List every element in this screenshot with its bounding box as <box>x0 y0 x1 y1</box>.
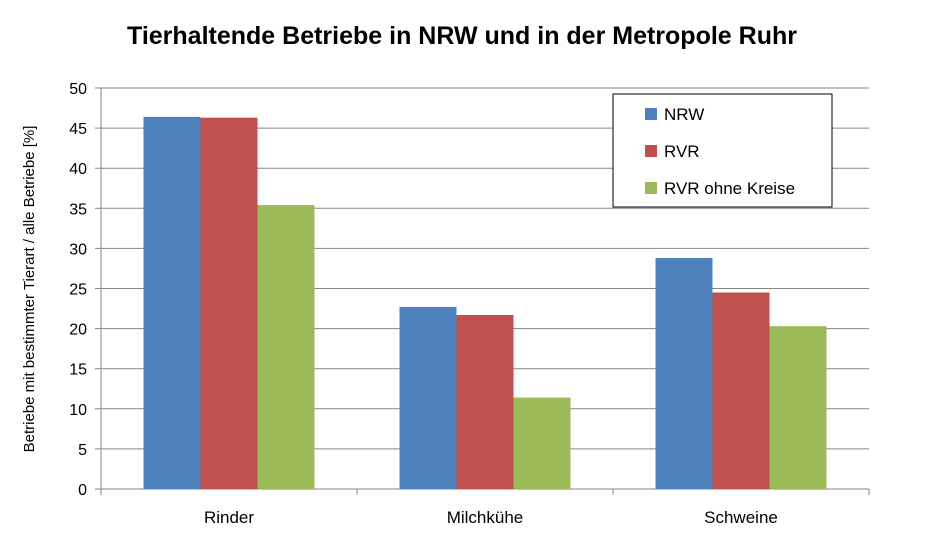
y-tick-labels: 0 5 10 15 20 25 30 35 40 45 50 <box>69 81 87 499</box>
legend-swatch <box>645 182 657 194</box>
y-axis-label: Betriebe mit bestimmter Tierart / alle B… <box>21 126 38 453</box>
legend-label: RVR <box>664 142 700 161</box>
y-tick-label: 50 <box>69 81 87 98</box>
x-tick-label: Milchkühe <box>447 508 524 527</box>
y-tick-label: 30 <box>69 241 87 258</box>
legend-swatch <box>645 145 657 157</box>
bar-rvr-schweine <box>712 292 770 489</box>
y-tick-label: 40 <box>69 161 87 178</box>
bar-rvr-ohne-kreise-schweine <box>769 326 827 489</box>
legend-label: RVR ohne Kreise <box>664 179 795 198</box>
bar-rvr-ohne-kreise-rinder <box>257 205 315 490</box>
bar-rvr-rinder <box>200 117 258 489</box>
legend-label: NRW <box>664 105 704 124</box>
bar-nrw-rinder <box>143 116 201 489</box>
x-tick-label: Rinder <box>204 508 254 527</box>
y-tick-label: 15 <box>69 362 87 379</box>
x-tick-labels: Rinder Milchkühe Schweine <box>204 508 778 527</box>
chart-title: Tierhaltende Betriebe in NRW und in der … <box>127 22 797 50</box>
legend-items: NRW RVR RVR ohne Kreise <box>645 105 795 198</box>
bars <box>143 116 827 490</box>
bar-nrw-schweine <box>655 258 713 489</box>
bar-nrw-milchkühe <box>399 306 457 489</box>
y-tick-label: 25 <box>69 282 87 299</box>
y-tick-label: 10 <box>69 402 87 419</box>
bar-rvr-ohne-kreise-milchkühe <box>513 397 571 489</box>
legend: NRW RVR RVR ohne Kreise <box>612 93 833 208</box>
y-tick-label: 45 <box>69 121 87 138</box>
y-tick-label: 35 <box>69 201 87 218</box>
bar-rvr-milchkühe <box>456 314 514 489</box>
x-tick-label: Schweine <box>704 508 778 527</box>
y-tick-label: 20 <box>69 322 87 339</box>
y-tick-label: 5 <box>78 442 87 459</box>
legend-swatch <box>645 108 657 120</box>
y-tick-label: 0 <box>78 482 87 499</box>
